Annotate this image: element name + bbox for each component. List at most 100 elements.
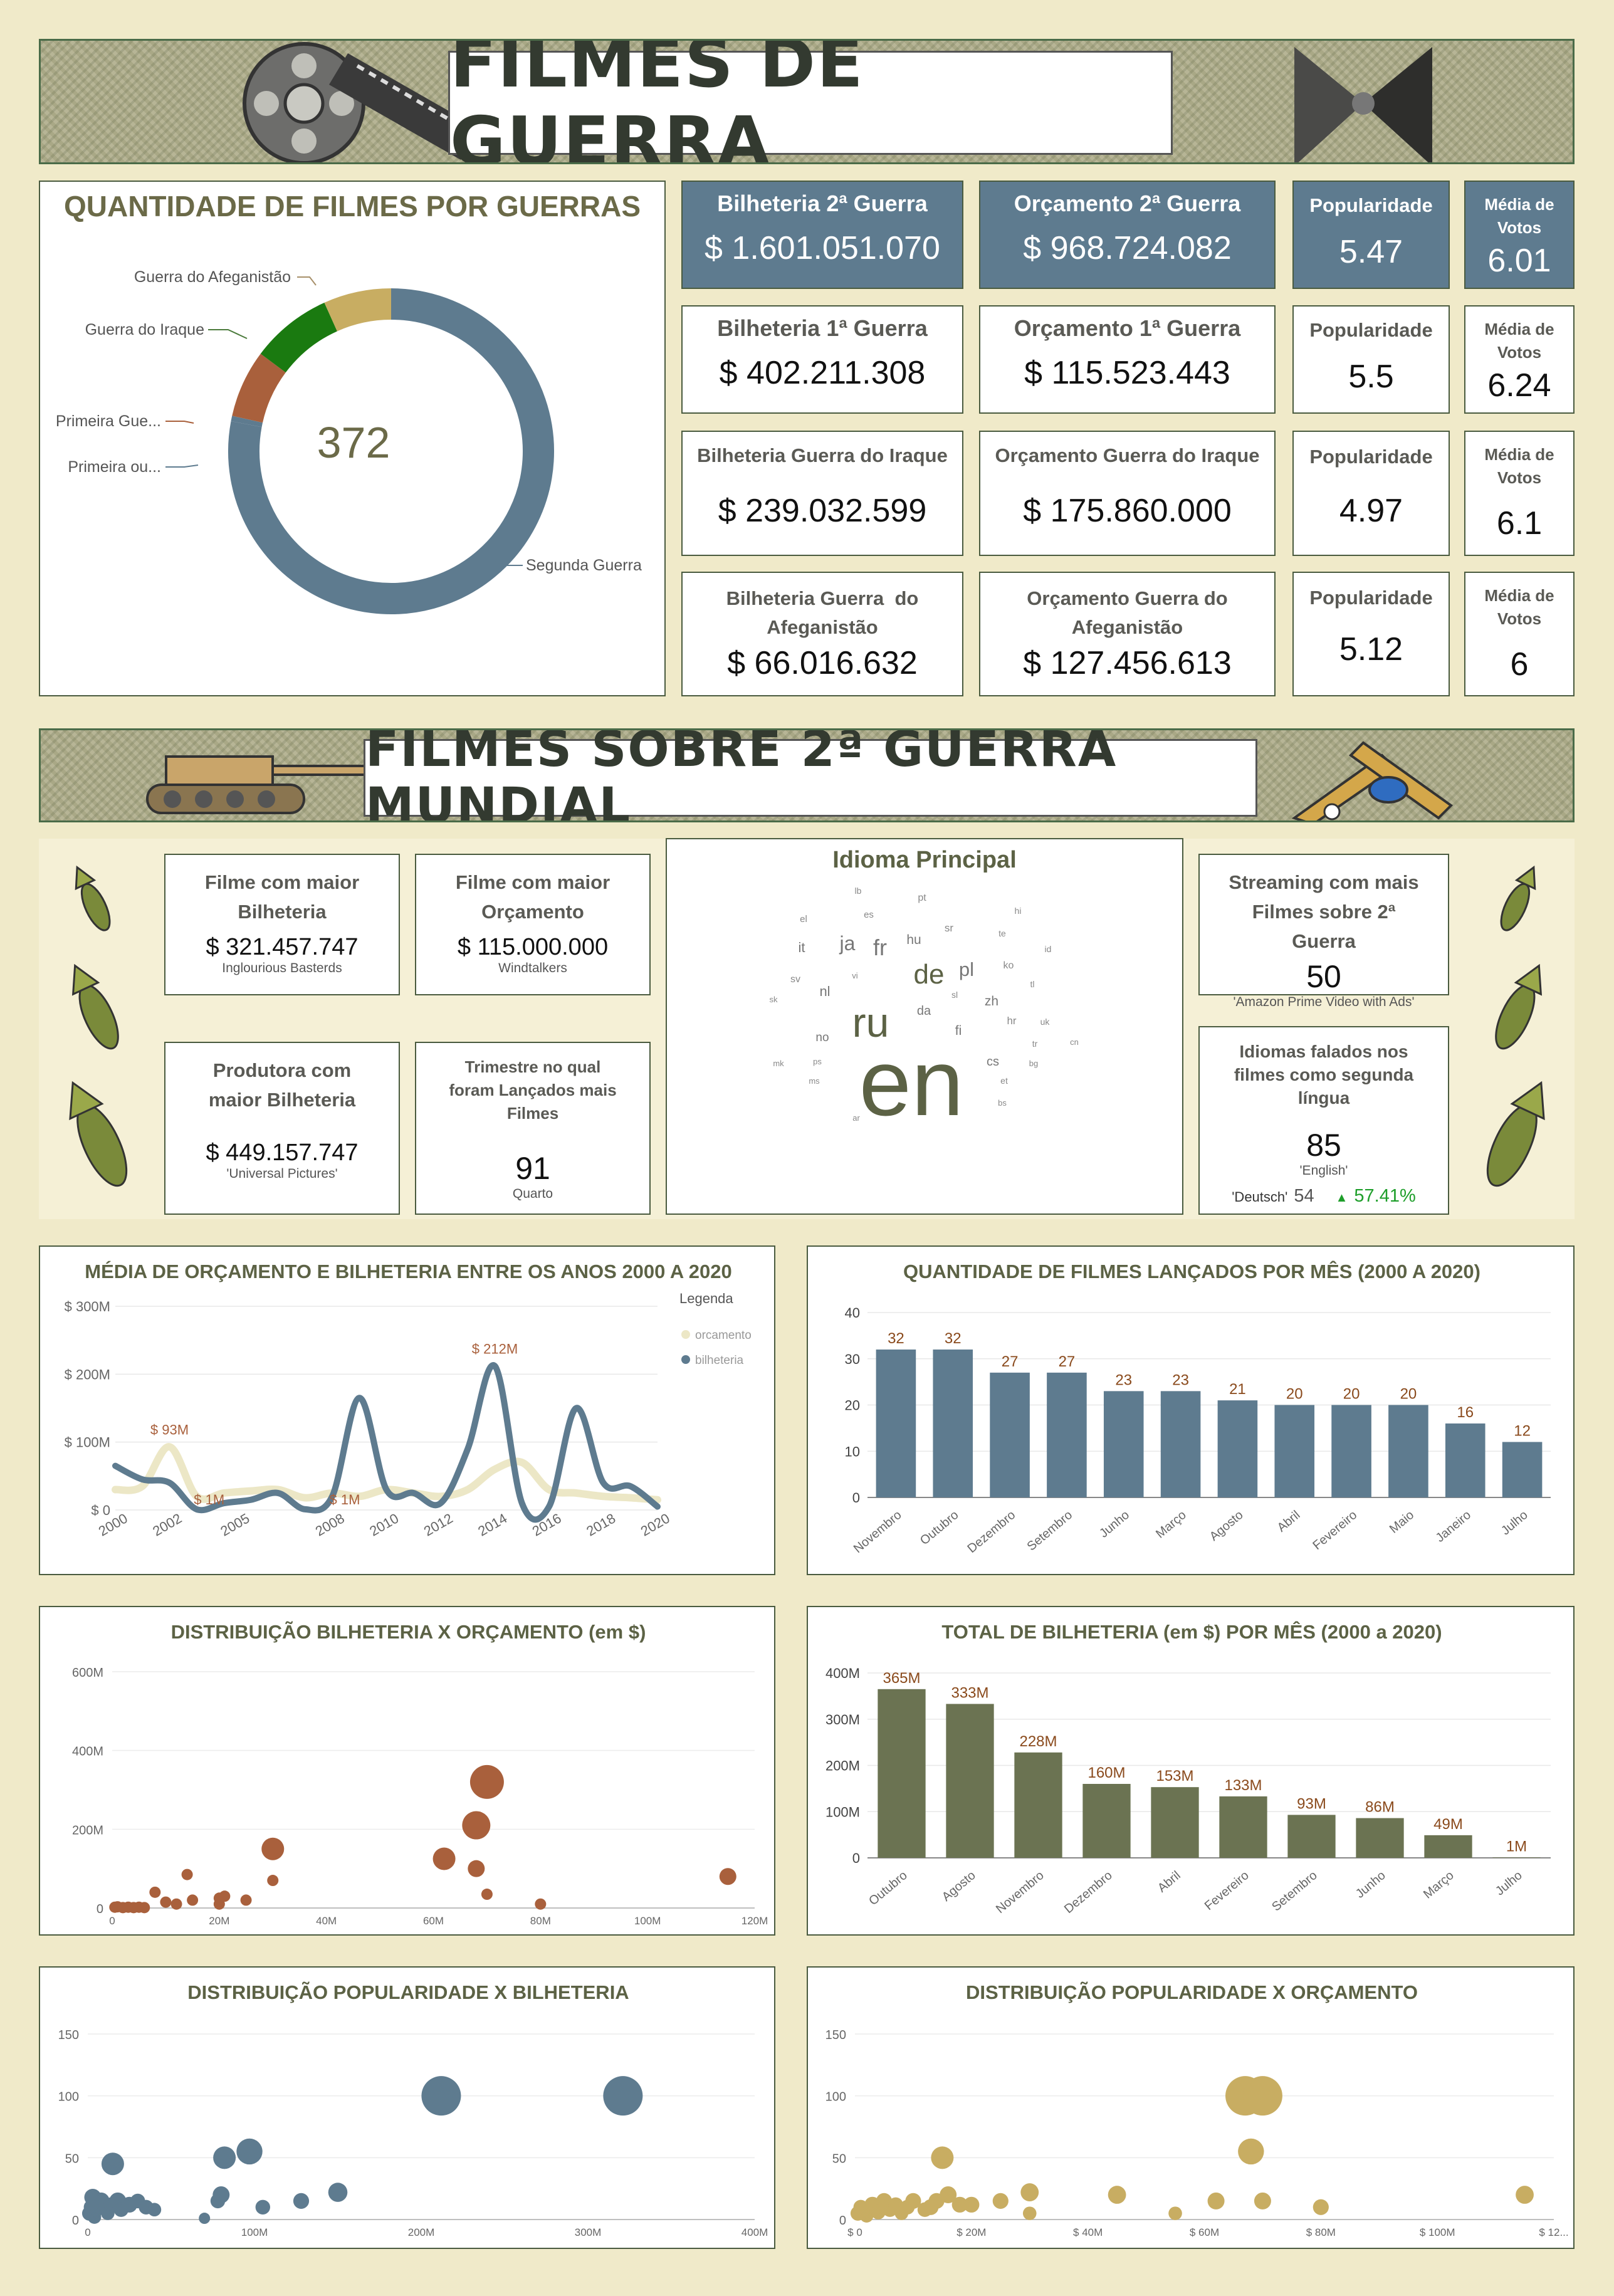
x-tick-label: Dezembro — [1062, 1869, 1115, 1916]
kpi-label: Média de Votos — [1484, 195, 1554, 237]
scatter-point — [147, 2203, 162, 2217]
card-label: Trimestre no qual foram Lançados mais Fi… — [449, 1057, 617, 1123]
x-tick-label: 400M — [741, 2226, 768, 2238]
bomb-icons-left — [69, 865, 128, 1187]
kpi-votos-iraque: Média de Votos 6.1 — [1464, 431, 1575, 556]
kpi-votos-1-guerra: Média de Votos 6.24 — [1464, 305, 1575, 414]
x-tick-label: 2005 — [217, 1510, 252, 1539]
y-tick-label: 200M — [72, 1823, 103, 1837]
scatter-point — [603, 2076, 643, 2116]
kpi-bilheteria-iraque: Bilheteria Guerra do Iraque $ 239.032.59… — [681, 431, 963, 556]
x-tick-label: $ 80M — [1306, 2226, 1336, 2238]
word-tr: tr — [1032, 1039, 1038, 1049]
scatter-point — [1254, 2192, 1271, 2210]
word-hi: hi — [1015, 906, 1022, 916]
kpi-label: Bilheteria Guerra do Iraque — [697, 444, 948, 466]
x-tick-label: 80M — [530, 1915, 551, 1927]
x-tick-label: Novembro — [851, 1508, 904, 1556]
scatter-point — [1238, 2138, 1264, 2165]
y-tick-label: 100M — [825, 1804, 860, 1820]
scatter-point — [992, 2193, 1009, 2209]
x-tick-label: Outubro — [866, 1869, 910, 1908]
tank-icon — [146, 755, 368, 814]
film-reel-icon — [243, 42, 479, 162]
x-tick-label: 2010 — [367, 1510, 401, 1539]
word-pl: pl — [959, 958, 974, 980]
trend-up-icon: ▲ — [1335, 1191, 1348, 1205]
kpi-label: Média de Votos — [1484, 586, 1554, 628]
bar-Outubro — [878, 1689, 926, 1858]
card-label: Produtora com maior Bilheteria — [208, 1059, 356, 1111]
data-label: $ 93M — [150, 1422, 189, 1437]
word-hr: hr — [1007, 1015, 1016, 1027]
scatter-point — [149, 1886, 161, 1898]
y-tick-label: 0 — [97, 1902, 103, 1916]
kpi-value: 6.1 — [1496, 505, 1543, 542]
bar-value-label: 20 — [1343, 1386, 1360, 1403]
word-mk: mk — [773, 1059, 784, 1068]
bar-Abril — [1274, 1405, 1315, 1497]
word-no: no — [815, 1031, 829, 1044]
kpi-value: $ 1.601.051.070 — [705, 230, 940, 266]
compare-value: 54 — [1294, 1186, 1314, 1206]
y-tick-label: 30 — [845, 1351, 860, 1367]
donut-slice-0 — [228, 288, 554, 614]
scatter-point — [963, 2196, 980, 2213]
bar-Setembro — [1287, 1815, 1336, 1858]
chart-title: DISTRIBUIÇÃO BILHETERIA X ORÇAMENTO (em … — [171, 1621, 646, 1643]
kpi-label: Popularidade — [1309, 446, 1433, 468]
bar-value-label: 365M — [883, 1670, 920, 1687]
y-tick-label: 0 — [72, 2214, 79, 2228]
x-tick-label: $ 40M — [1073, 2226, 1103, 2238]
bar-Junho — [1103, 1391, 1144, 1497]
word-sr: sr — [945, 922, 954, 934]
scatter-point — [1242, 2076, 1282, 2116]
bar-Agosto — [946, 1704, 994, 1858]
bar-value-label: 333M — [951, 1684, 988, 1701]
x-tick-label: 200M — [408, 2226, 435, 2238]
card-value: $ 449.157.747 — [206, 1140, 359, 1166]
x-tick-label: 0 — [109, 1915, 115, 1927]
chart-disp-panel: DISTRIBUIÇÃO BILHETERIA X ORÇAMENTO (em … — [39, 1606, 775, 1936]
kpi-votos-afeganistao: Média de Votos 6 — [1464, 572, 1575, 696]
film-reel-icon-right — [1294, 47, 1432, 162]
donut-label-afeganistao: Guerra do Afeganistão — [134, 268, 291, 286]
x-tick-label: Junho — [1097, 1508, 1132, 1541]
section2-title: FILMES SOBRE 2ª GUERRA MUNDIAL — [364, 730, 1257, 820]
x-tick-label: $ 0 — [847, 2226, 862, 2238]
x-tick-label: 2012 — [421, 1510, 456, 1539]
bar-Julho — [1492, 1857, 1541, 1858]
card-maior-orcamento: Filme com maior Orçamento $ 115.000.000 … — [415, 854, 651, 995]
y-tick-label: 600M — [72, 1666, 103, 1680]
chart-title: QUANTIDADE DE FILMES LANÇADOS POR MÊS (2… — [903, 1260, 1480, 1282]
bar-value-label: 1M — [1506, 1838, 1527, 1855]
kpi-value: $ 115.523.443 — [1024, 355, 1230, 391]
x-tick-label: Fevereiro — [1310, 1508, 1360, 1553]
word-tl: tl — [1030, 979, 1035, 989]
x-tick-label: 2018 — [584, 1510, 618, 1539]
donut-label-primeira-guerra: Primeira Gue... — [56, 412, 161, 430]
kpi-label: Orçamento 2ª Guerra — [1014, 191, 1241, 216]
word-uk: uk — [1040, 1017, 1051, 1027]
kpi-label: Bilheteria 1ª Guerra — [717, 315, 928, 341]
kpi-label: Popularidade — [1309, 587, 1433, 609]
donut-title: QUANTIDADE DE FILMES POR GUERRAS — [63, 190, 641, 223]
scatter-point — [931, 2146, 954, 2169]
bar-Janeiro — [1445, 1423, 1486, 1497]
y-tick-label: 0 — [852, 1490, 860, 1506]
bar-Fevereiro — [1219, 1796, 1267, 1858]
scatter-point — [293, 2193, 310, 2209]
word-pt: pt — [918, 893, 926, 903]
scatter-point — [940, 2186, 957, 2204]
scatter-point — [1108, 2186, 1126, 2204]
legend-label: orcamento — [695, 1329, 752, 1342]
donut-panel: QUANTIDADE DE FILMES POR GUERRAS 372 Gue… — [39, 181, 666, 696]
word-fr: fr — [873, 935, 887, 960]
bar-value-label: 12 — [1514, 1423, 1531, 1440]
kpi-value: 4.97 — [1339, 493, 1403, 529]
x-tick-label: 2008 — [313, 1510, 347, 1539]
kpi-value: 5.12 — [1339, 631, 1403, 668]
y-tick-label: 50 — [65, 2152, 79, 2166]
card-sub: 'Amazon Prime Video with Ads' — [1233, 995, 1415, 1009]
